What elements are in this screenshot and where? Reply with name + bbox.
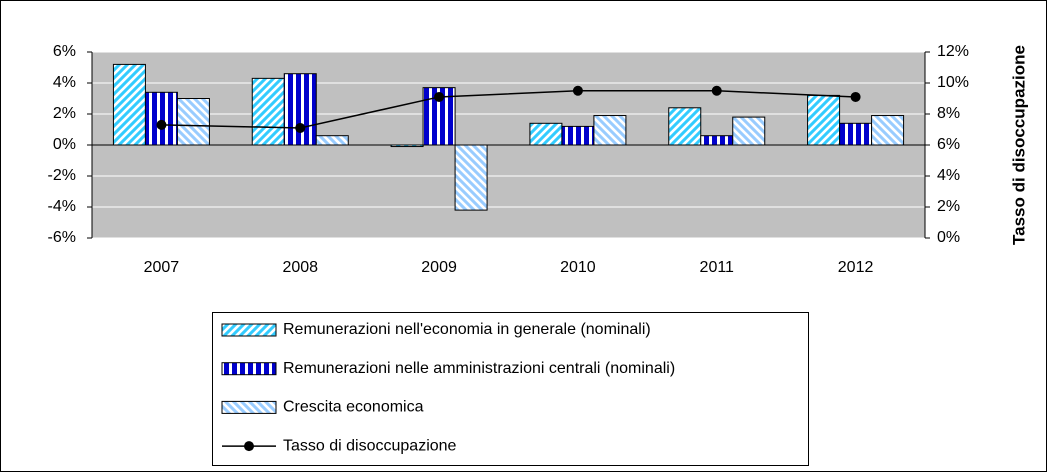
legend-swatch	[221, 400, 277, 414]
bar	[561, 125, 595, 146]
line-marker	[156, 119, 167, 130]
bar	[283, 73, 317, 146]
legend-marker	[244, 441, 254, 452]
y2-axis-title: Tasso di disoccupazione	[1009, 45, 1028, 245]
legend-label: Remunerazioni nelle amministrazioni cent…	[283, 360, 675, 377]
bar	[668, 107, 702, 146]
line-marker	[295, 122, 306, 133]
line-marker	[850, 91, 861, 102]
line-marker	[711, 85, 722, 96]
bar	[315, 135, 349, 146]
legend-label: Tasso di disoccupazione	[283, 437, 457, 454]
line-marker	[434, 91, 445, 102]
x-tick-label: 2010	[560, 259, 596, 276]
x-tick-label: 2011	[700, 259, 735, 276]
y2-tick-label: 0%	[937, 229, 960, 246]
x-tick-label: 2012	[838, 259, 874, 276]
line	[161, 90, 856, 129]
bar	[529, 122, 563, 146]
y-tick-label: 4%	[53, 74, 76, 91]
y-tick-label: -6%	[48, 229, 76, 246]
y2-tick-label: 4%	[937, 167, 960, 184]
bar	[732, 116, 766, 146]
bar	[871, 115, 905, 146]
y2-tick-label: 8%	[937, 105, 960, 122]
legend-label: Remunerazioni nell'economia in generale …	[283, 321, 651, 338]
y-tick-label: 6%	[53, 43, 76, 60]
y2-tick-label: 12%	[937, 43, 969, 60]
y-tick-label: -4%	[48, 198, 76, 215]
legend	[212, 312, 809, 466]
bar	[112, 63, 146, 146]
y2-tick-label: 6%	[937, 136, 960, 153]
legend-label: Crescita economica	[283, 399, 424, 416]
y-tick-label: 2%	[53, 105, 76, 122]
y-tick-label: 0%	[53, 136, 76, 153]
y2-tick-label: 2%	[937, 198, 960, 215]
bar	[593, 115, 627, 146]
y-tick-label: -2%	[48, 167, 76, 184]
x-tick-label: 2009	[421, 259, 457, 276]
x-tick-label: 2007	[144, 259, 180, 276]
bar	[144, 91, 178, 146]
bar	[251, 77, 285, 146]
bar	[390, 144, 424, 148]
y2-tick-label: 10%	[937, 74, 969, 91]
line-marker	[572, 85, 583, 96]
bar	[454, 144, 488, 211]
bar	[807, 94, 841, 146]
legend-swatch	[221, 323, 277, 337]
bar	[700, 135, 734, 146]
bar	[839, 122, 873, 146]
legend-swatch	[221, 362, 277, 376]
x-tick-label: 2008	[282, 259, 318, 276]
bar	[176, 98, 210, 146]
